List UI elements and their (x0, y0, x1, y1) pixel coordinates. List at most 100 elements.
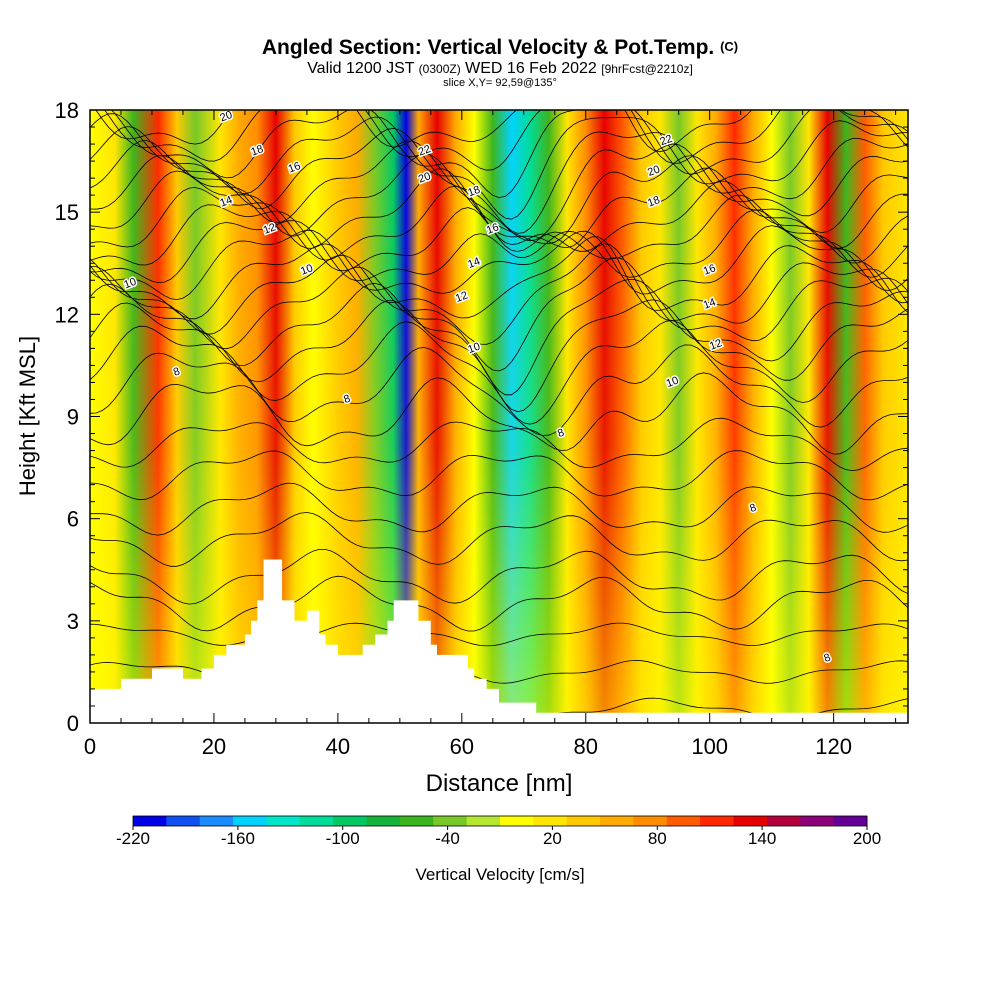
valid-time: Valid 1200 JST (307, 60, 415, 77)
valid-date: WED 16 Feb 2022 (465, 60, 597, 77)
slice-info: slice X,Y= 92,59@135° (443, 77, 557, 89)
x-tick-label: 120 (815, 734, 852, 759)
isotherm-line (90, 194, 908, 278)
x-tick-label: 60 (450, 734, 474, 759)
colorbar-swatch (800, 816, 835, 826)
isotherm-line (90, 278, 908, 396)
x-tick-label: 100 (691, 734, 728, 759)
colorbar-swatch (500, 816, 534, 826)
colorbar-swatch (333, 816, 368, 826)
isotherm-line (111, 110, 908, 199)
isotherm-line (90, 113, 908, 220)
x-axis-label: Distance [nm] (426, 770, 573, 797)
colorbar-swatch (466, 816, 501, 826)
isotherm-line (90, 225, 908, 304)
y-tick-label: 18 (55, 98, 79, 123)
isotherm-line (90, 450, 908, 501)
isotherm-label: 18 (249, 143, 265, 158)
colorbar-swatch (199, 816, 234, 826)
isotherm-line (90, 153, 908, 245)
isotherm-line (90, 575, 908, 632)
colorbar-swatch (766, 816, 801, 826)
isotherm-line (90, 236, 908, 320)
colorbar-swatch (733, 816, 768, 826)
valid-zulu: (0300Z) (418, 62, 461, 76)
isotherm-line (104, 110, 908, 171)
isotherm-line (90, 549, 908, 605)
colorbar-tick-label: 140 (748, 829, 776, 848)
colorbar-swatch (366, 816, 401, 826)
colorbar-tick-label: 200 (853, 829, 881, 848)
isotherm-label: 10 (466, 341, 482, 356)
isotherm-line (90, 372, 908, 455)
colorbar-swatch (166, 816, 201, 826)
colorbar-swatch (133, 816, 167, 826)
colorbar-swatch (299, 816, 334, 826)
colorbar-frame (132, 815, 868, 827)
y-tick-label: 0 (67, 711, 79, 736)
isotherm-label: 18 (466, 184, 482, 199)
isotherm-line (95, 110, 908, 153)
colorbar-swatch (566, 816, 601, 826)
colorbar-swatch (833, 816, 868, 826)
chart-subtitle: Valid 1200 JST (0300Z) WED 16 Feb 2022 [… (0, 60, 1000, 78)
x-tick-label: 20 (202, 734, 226, 759)
isotherm-label: 12 (454, 289, 470, 304)
isotherm-label: 18 (646, 194, 662, 209)
isotherm-line (90, 482, 908, 536)
axes-group: 0 20 40 60 80 100 120 0 3 6 9 12 15 18 (55, 98, 908, 759)
colorbar-swatch (533, 816, 568, 826)
y-tick-label: 15 (55, 200, 79, 225)
isotherm-label: 10 (122, 276, 138, 291)
isotherm-label: 16 (287, 160, 303, 175)
isotherm-lines (90, 110, 908, 722)
colorbar-tick-label: -40 (435, 829, 460, 848)
isotherm-line (90, 180, 908, 264)
isotherm-line (90, 299, 908, 413)
isotherm-label: 16 (702, 262, 718, 277)
isotherm-label: 12 (708, 337, 724, 352)
isotherm-label: 22 (417, 143, 433, 158)
isotherm-line (90, 126, 908, 234)
isotherm-label: 12 (262, 221, 278, 236)
colorbar-tick-label: -100 (326, 829, 360, 848)
isotherm-label: 10 (665, 375, 681, 390)
isotherm-line (90, 167, 908, 249)
isotherm-line (90, 140, 908, 242)
isotherm-label: 14 (702, 296, 718, 311)
y-axis-label: Height [Kft MSL] (15, 336, 40, 496)
velocity-field-fade (90, 110, 908, 723)
isotherm-label: 20 (646, 163, 662, 178)
isotherm-line (90, 257, 908, 372)
forecast-info: [9hrFcst@2210z] (601, 62, 693, 76)
title-unit: (C) (720, 39, 739, 54)
colorbar-tick-label: 20 (543, 829, 562, 848)
colorbar-tick-label: 80 (648, 829, 667, 848)
x-tick-label: 80 (574, 734, 598, 759)
isotherm-label: 10 (299, 262, 315, 277)
isotherm-line (90, 417, 908, 472)
colorbar-swatch (399, 816, 434, 826)
y-tick-label: 3 (67, 609, 79, 634)
isotherm-label: 16 (485, 221, 501, 236)
colorbar-swatch (700, 816, 735, 826)
colorbar-swatch (600, 816, 634, 826)
colorbar-swatch (233, 816, 267, 826)
x-tick-label: 40 (326, 734, 350, 759)
colorbar-swatch (633, 816, 668, 826)
plot-content: 1082018161412108222018161412108222018161… (90, 110, 908, 723)
x-tick-label: 0 (84, 734, 96, 759)
terrain-group (90, 559, 908, 723)
colorbar-swatch (433, 816, 468, 826)
colorbar-tick-label: -220 (116, 829, 150, 848)
colorbar-label: Vertical Velocity [cm/s] (415, 865, 584, 884)
isotherm-line (90, 243, 908, 345)
y-tick-label: 6 (67, 507, 79, 532)
isotherm-label: 14 (218, 194, 234, 209)
chart-title: Angled Section: Vertical Velocity & Pot.… (0, 36, 1000, 60)
isotherm-line (90, 512, 908, 567)
isotherm-label: 14 (466, 255, 482, 270)
isotherm-label: 20 (417, 170, 433, 185)
title-text: Angled Section: Vertical Velocity & Pot.… (261, 36, 715, 59)
